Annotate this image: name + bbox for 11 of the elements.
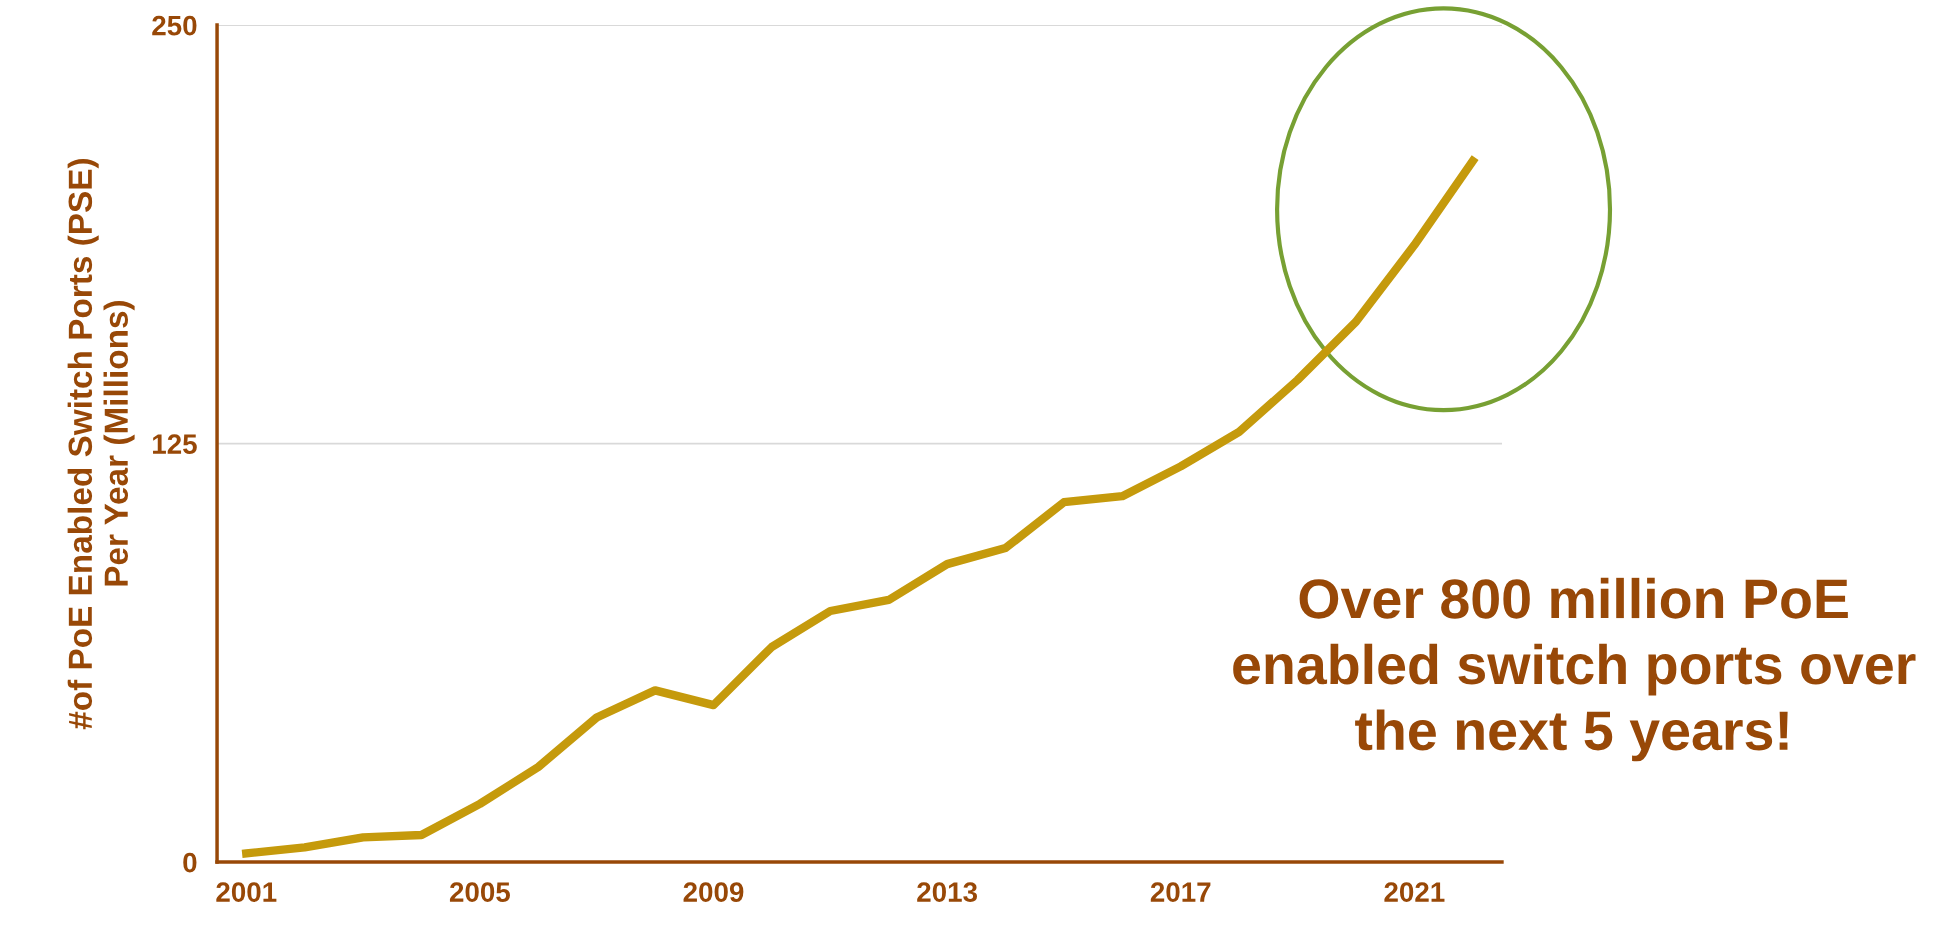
y-tick-label: 125 (153, 434, 197, 454)
y-axis-title: #of PoE Enabled Switch Ports (PSE) Per Year (Millions) (67, 159, 135, 730)
y-tick-label: 250 (152, 15, 197, 36)
x-tick-label: 2001 (216, 882, 277, 902)
x-tick-label: 2017 (1150, 882, 1211, 902)
annotation: Over 800 million PoE enabled switch ports over the next 5 years! (1233, 577, 1916, 762)
x-tick-label: 2009 (683, 882, 744, 902)
y-tick-label: 0 (183, 852, 197, 873)
x-tick-label: 2005 (449, 882, 510, 902)
x-tick-label: 2013 (917, 882, 978, 902)
x-tick-label: 2021 (1384, 882, 1445, 902)
